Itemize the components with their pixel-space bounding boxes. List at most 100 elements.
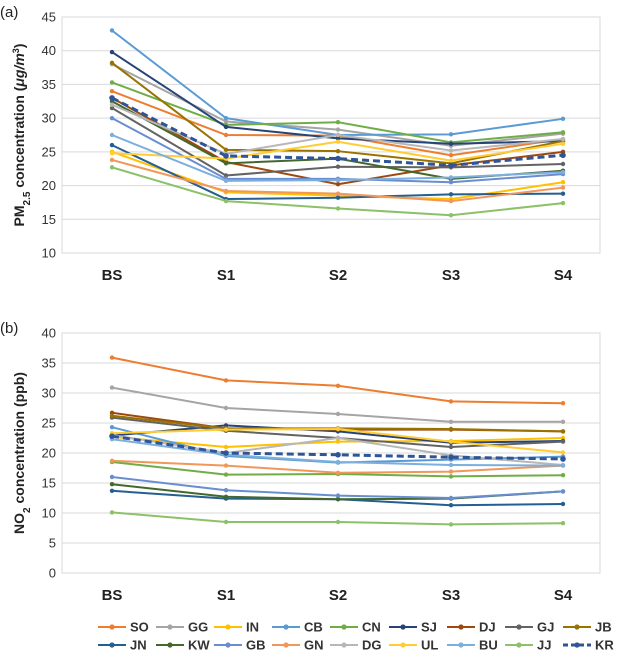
series-jb xyxy=(109,60,566,166)
x-tick-label: S1 xyxy=(217,587,235,604)
legend-label: GB xyxy=(246,638,266,653)
y-tick-label: 15 xyxy=(42,476,56,491)
data-point xyxy=(109,95,115,101)
data-point xyxy=(109,115,115,121)
data-point xyxy=(109,474,115,480)
data-point xyxy=(223,173,229,178)
legend-label: CB xyxy=(304,620,323,635)
data-point xyxy=(335,127,341,132)
legend-item-gb: GB xyxy=(214,638,266,653)
series-so xyxy=(109,355,566,406)
y-tick-label: 20 xyxy=(42,178,56,193)
series-gb xyxy=(109,474,566,501)
legend-item-gj: GJ xyxy=(505,620,554,635)
data-point xyxy=(448,158,454,163)
series-bu xyxy=(109,437,566,468)
legend-label: JJ xyxy=(537,638,551,653)
data-point xyxy=(335,177,341,183)
data-point xyxy=(223,519,229,525)
data-point xyxy=(109,142,115,148)
series-line xyxy=(111,29,564,136)
y-tick-label: 35 xyxy=(42,77,56,92)
y-tick-label: 40 xyxy=(42,43,56,58)
data-point xyxy=(560,419,566,424)
data-point xyxy=(109,433,115,440)
data-point xyxy=(335,139,341,144)
legend-label: JN xyxy=(130,638,147,653)
legend-item-sj: SJ xyxy=(389,620,437,635)
legend-marker xyxy=(574,624,580,630)
series-kr xyxy=(109,95,566,169)
data-point xyxy=(109,458,115,463)
data-point xyxy=(335,383,341,388)
data-point xyxy=(109,80,115,85)
legend-item-kw: KW xyxy=(156,638,210,653)
series-bu xyxy=(109,132,566,184)
data-point xyxy=(560,130,566,135)
panel-label: (a) xyxy=(0,4,18,21)
legend-label: SJ xyxy=(421,620,437,635)
series-jj xyxy=(109,510,566,527)
legend-item-jn: JN xyxy=(98,638,147,653)
data-point xyxy=(448,141,454,146)
data-point xyxy=(560,161,566,167)
data-point xyxy=(335,411,341,417)
x-tick-label: S3 xyxy=(442,587,460,604)
data-point xyxy=(560,456,566,462)
legend-item-dj: DJ xyxy=(447,620,496,635)
legend-label: UL xyxy=(421,638,438,653)
data-point xyxy=(560,180,566,185)
data-point xyxy=(109,60,115,66)
data-point xyxy=(448,474,454,479)
data-point xyxy=(223,119,229,124)
data-point xyxy=(109,157,115,163)
data-point xyxy=(560,200,566,206)
legend-item-in: IN xyxy=(214,620,259,635)
data-point xyxy=(448,180,454,185)
series-gg xyxy=(109,385,566,424)
data-point xyxy=(109,482,115,487)
legend-marker xyxy=(283,624,289,630)
data-point xyxy=(448,162,454,169)
data-point xyxy=(335,164,341,169)
data-point xyxy=(448,198,454,204)
data-point xyxy=(560,136,566,142)
data-point xyxy=(560,501,566,507)
data-point xyxy=(223,124,229,130)
data-point xyxy=(223,161,229,166)
series-gj xyxy=(109,105,566,178)
data-point xyxy=(560,489,566,494)
y-tick-label: 30 xyxy=(42,386,56,401)
legend-label: SO xyxy=(130,620,149,635)
x-tick-label: S4 xyxy=(554,587,573,604)
legend-marker xyxy=(400,624,406,630)
data-point xyxy=(109,355,115,360)
legend-marker xyxy=(400,642,406,648)
data-point xyxy=(109,88,115,94)
legend-item-bu: BU xyxy=(447,638,498,653)
legend-marker xyxy=(225,642,231,648)
series-dg xyxy=(109,102,566,157)
data-point xyxy=(335,439,341,444)
legend-label: IN xyxy=(246,620,259,635)
series-line xyxy=(111,356,564,405)
data-point xyxy=(560,463,566,468)
x-tick-label: S2 xyxy=(329,267,347,284)
data-point xyxy=(223,147,229,153)
data-point xyxy=(223,132,229,138)
data-point xyxy=(223,494,229,499)
data-point xyxy=(223,178,229,184)
y-tick-label: 45 xyxy=(42,10,56,25)
series-kr xyxy=(109,433,566,462)
data-point xyxy=(223,115,229,121)
data-point xyxy=(335,493,341,498)
series-gn xyxy=(109,157,566,204)
legend-label: GN xyxy=(304,638,324,653)
data-point xyxy=(335,136,341,141)
data-point xyxy=(448,132,454,137)
data-point xyxy=(109,385,115,390)
legend-label: CN xyxy=(362,620,381,635)
legend-label: JB xyxy=(595,620,612,635)
data-point xyxy=(335,155,341,162)
data-point xyxy=(223,405,229,411)
